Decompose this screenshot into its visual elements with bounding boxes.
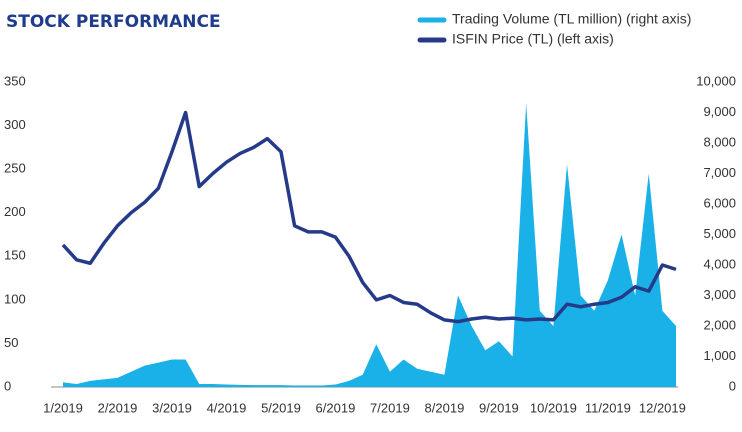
y-tick-label: 300 xyxy=(4,117,26,132)
x-tick-label: 6/2019 xyxy=(316,400,356,415)
legend-label: ISFIN Price (TL) (left axis) xyxy=(452,31,614,47)
x-tick-label: 1/2019 xyxy=(43,400,83,415)
x-tick-label: 9/2019 xyxy=(479,400,519,415)
x-tick-label: 8/2019 xyxy=(425,400,465,415)
y-tick-label: 250 xyxy=(4,161,26,176)
y2-tick-label: 1,000 xyxy=(703,348,736,363)
y2-tick-label: 3,000 xyxy=(703,287,736,302)
x-tick-label: 11/2019 xyxy=(585,400,631,415)
y-tick-label: 100 xyxy=(4,291,26,306)
y-tick-label: 350 xyxy=(4,73,26,88)
x-tick-label: 4/2019 xyxy=(207,400,247,415)
y2-tick-label: 0 xyxy=(729,378,736,393)
y2-tick-label: 9,000 xyxy=(703,104,736,119)
x-tick-label: 5/2019 xyxy=(261,400,301,415)
x-tick-label: 10/2019 xyxy=(530,400,577,415)
x-tick-label: 12/2019 xyxy=(639,400,686,415)
y2-tick-label: 7,000 xyxy=(703,165,736,180)
y-tick-label: 200 xyxy=(4,204,26,219)
volume-area xyxy=(63,103,676,387)
y2-tick-label: 8,000 xyxy=(703,134,736,149)
legend-label: Trading Volume (TL million) (right axis) xyxy=(452,11,691,27)
y-tick-label: 0 xyxy=(4,378,11,393)
x-tick-label: 2/2019 xyxy=(98,400,138,415)
price-line xyxy=(61,110,677,324)
y-tick-label: 50 xyxy=(4,335,18,350)
y2-tick-label: 5,000 xyxy=(703,226,736,241)
x-tick-label: 3/2019 xyxy=(152,400,192,415)
y2-tick-label: 10,000 xyxy=(696,73,736,88)
y2-tick-label: 4,000 xyxy=(703,256,736,271)
y-tick-label: 150 xyxy=(4,248,26,263)
y2-tick-label: 6,000 xyxy=(703,195,736,210)
chart-title: STOCK PERFORMANCE xyxy=(6,12,221,32)
y2-tick-label: 2,000 xyxy=(703,317,736,332)
x-tick-label: 7/2019 xyxy=(370,400,410,415)
